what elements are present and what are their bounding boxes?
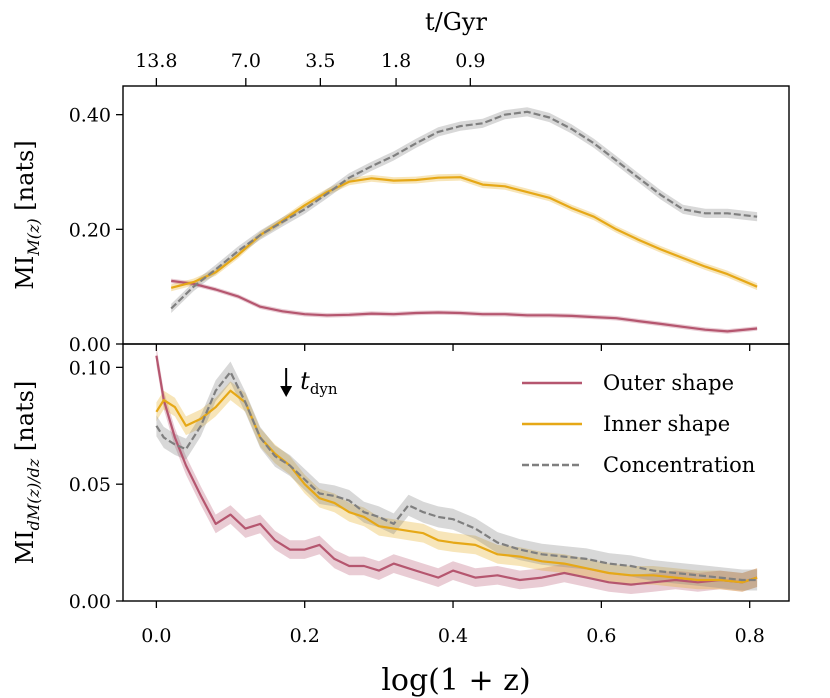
- top-tick-label: 1.8: [381, 50, 411, 72]
- top-ytick-label: 0.00: [69, 334, 111, 356]
- down-arrow-icon: [280, 386, 293, 397]
- bottom-frame: [122, 343, 790, 602]
- xtick-label: 0.2: [290, 625, 320, 647]
- top-ytick-label: 0.20: [69, 219, 111, 241]
- xtick-label: 0.0: [141, 625, 171, 647]
- tdyn-label: tdyn: [300, 367, 338, 398]
- bottom-line-outer: [155, 355, 758, 586]
- top-time-axis: 13.8 7.0 3.5 1.8 0.9: [135, 50, 485, 86]
- top-line-outer: [171, 279, 758, 333]
- top-tick-label: 0.9: [455, 50, 485, 72]
- bottom-line-concentration: [155, 370, 758, 582]
- bottom-ytick-label: 0.05: [69, 474, 111, 496]
- top-band-concentration: [171, 107, 758, 313]
- top-tick-label: 13.8: [135, 50, 177, 72]
- bottom-y-axis-label: MIdM(z)/dz [nats]: [11, 381, 43, 565]
- bottom-ytick-label: 0.10: [69, 357, 111, 379]
- bottom-band-inner: [156, 381, 758, 592]
- x-axis-label: log(1 + z): [381, 663, 530, 698]
- top-tick-label: 3.5: [305, 50, 335, 72]
- top-y-axis-label: MIM(z) [nats]: [11, 140, 43, 289]
- x-axis-ticks: 0.0 0.2 0.4 0.6 0.8: [141, 625, 765, 647]
- bottom-panel: 0.00 0.05 0.10: [69, 343, 790, 613]
- legend-label-inner: Inner shape: [603, 412, 730, 436]
- bottom-ytick-label: 0.00: [69, 591, 111, 613]
- y-axis-labels: MIM(z) [nats] MIdM(z)/dz [nats]: [11, 140, 43, 564]
- legend-label-concentration: Concentration: [603, 453, 755, 477]
- bottom-band-concentration: [156, 361, 758, 591]
- legend-label-outer: Outer shape: [603, 371, 734, 395]
- xtick-label: 0.6: [586, 625, 616, 647]
- xtick-label: 0.8: [735, 625, 765, 647]
- top-panel: 0.00 0.20 0.40: [69, 85, 790, 356]
- top-tick-label: 7.0: [231, 50, 261, 72]
- xtick-label: 0.4: [438, 625, 468, 647]
- top-axis-label: t/Gyr: [425, 8, 487, 36]
- top-band-outer: [171, 278, 758, 334]
- top-ytick-label: 0.40: [69, 105, 111, 127]
- bottom-line-inner: [155, 389, 758, 584]
- legend: Outer shape Inner shape Concentration: [522, 371, 755, 477]
- top-line-concentration: [170, 110, 758, 310]
- tdyn-annotation: tdyn: [280, 367, 338, 398]
